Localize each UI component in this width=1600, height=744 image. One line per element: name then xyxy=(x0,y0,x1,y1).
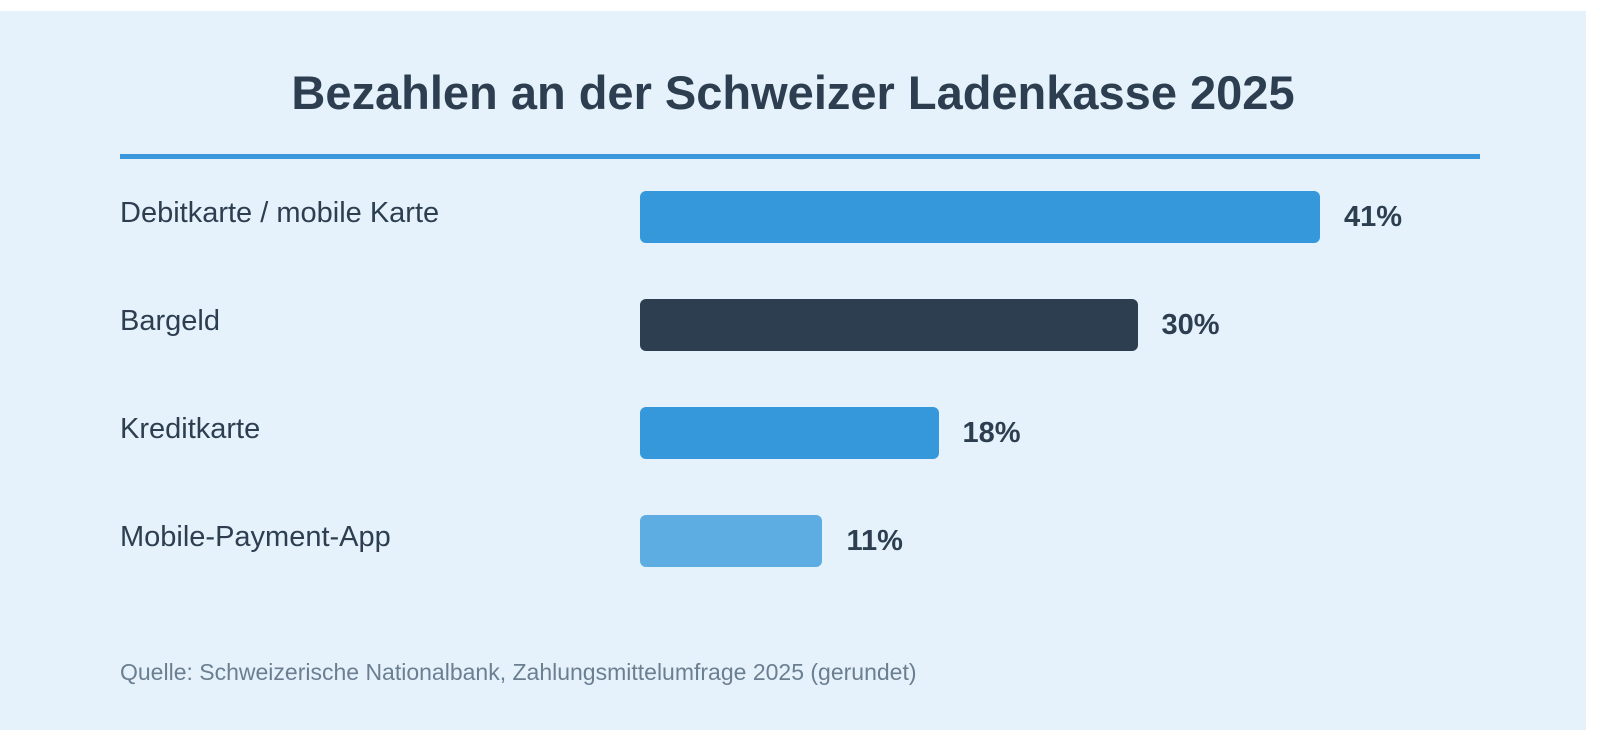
chart-panel: Bezahlen an der Schweizer Ladenkasse 202… xyxy=(0,11,1586,730)
bar-category-label: Mobile-Payment-App xyxy=(120,521,391,553)
chart-title: Bezahlen an der Schweizer Ladenkasse 202… xyxy=(291,66,1295,119)
bar xyxy=(640,407,939,459)
bar-value-label: 18% xyxy=(962,417,1021,449)
bar-row: Bargeld 30% xyxy=(0,299,1586,351)
bar-row: Kreditkarte 18% xyxy=(0,407,1586,459)
source-note: Quelle: Schweizerische Nationalbank, Zah… xyxy=(120,659,917,685)
bar-category-label: Debitkarte / mobile Karte xyxy=(120,197,440,229)
bar-value-label: 30% xyxy=(1161,309,1220,341)
bar-category-label: Bargeld xyxy=(120,305,220,337)
bar xyxy=(640,515,823,567)
bar-row: Mobile-Payment-App 11% xyxy=(0,515,1586,567)
bar xyxy=(640,299,1138,351)
bar xyxy=(640,191,1320,243)
bar-value-label: 41% xyxy=(1344,201,1403,233)
bar-category-label: Kreditkarte xyxy=(120,413,261,445)
bar-value-label: 11% xyxy=(846,525,903,557)
title-divider xyxy=(120,154,1480,159)
bar-row: Debitkarte / mobile Karte 41% xyxy=(0,191,1586,243)
